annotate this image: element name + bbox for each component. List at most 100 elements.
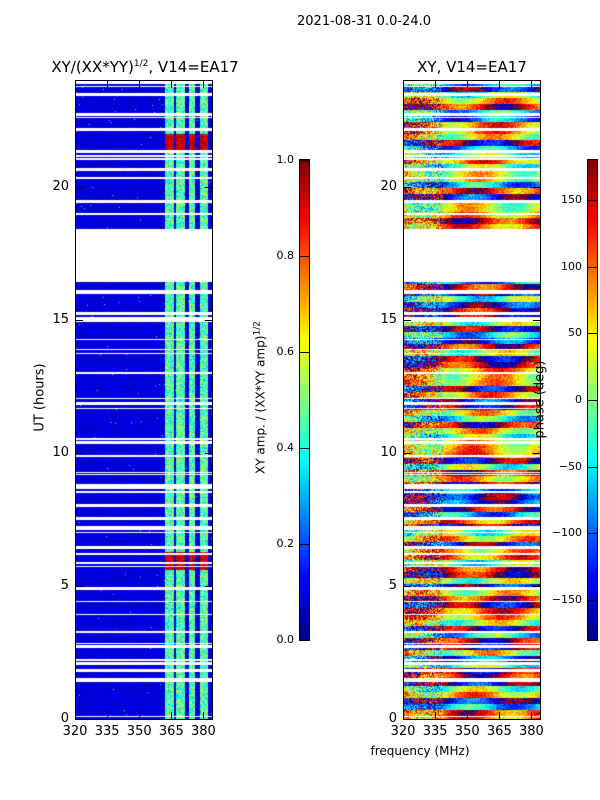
x-tick-label: 320 [390, 724, 416, 739]
y-tick-mark [205, 186, 213, 188]
colorbar-tick-mark [588, 533, 597, 535]
x-tick-mark [499, 80, 501, 88]
amplitude-heatmap [75, 80, 212, 719]
phase-heatmap [403, 80, 540, 719]
colorbar-tick-label: 0.0 [276, 633, 295, 646]
colorbar-tick-label: −100 [551, 526, 582, 540]
x-tick-mark [203, 80, 205, 88]
y-tick-mark [533, 319, 541, 321]
colorbar-tick-mark [588, 400, 597, 401]
colorbar-tick-label: 1.0 [276, 153, 295, 166]
colorbar-tick-label: 0.2 [276, 537, 295, 550]
y-tick-mark [205, 452, 213, 454]
x-tick-mark [435, 712, 437, 720]
y-tick-mark [533, 186, 541, 188]
x-tick-mark [171, 80, 173, 88]
x-tick-mark [499, 712, 501, 720]
amplitude-colorbar [300, 160, 309, 640]
title-main: XY/(XX*YY) [51, 58, 134, 76]
colorbar-label-exp: 1/2 [252, 321, 263, 336]
suptitle: 2021-08-31 0.0-24.0 [297, 14, 431, 29]
colorbar-tick-mark [588, 200, 597, 201]
colorbar-tick-mark [300, 352, 309, 353]
colorbar-tick-mark [300, 256, 309, 257]
colorbar-tick-mark [588, 333, 597, 335]
x-tick-mark [171, 712, 173, 720]
colorbar-label-text: XY amp. / (XX*YY amp) [253, 335, 268, 474]
left-panel-title: XY/(XX*YY)1/2, V14=EA17 [30, 58, 260, 76]
x-tick-label: 380 [519, 724, 544, 739]
y-tick-mark [403, 319, 411, 321]
x-tick-mark [107, 80, 109, 88]
y-tick-label: 0 [60, 711, 69, 726]
y-tick-mark [403, 719, 411, 720]
x-tick-mark [467, 80, 469, 88]
title-suffix: , V14=EA17 [148, 58, 239, 76]
x-tick-label: 335 [422, 724, 448, 739]
colorbar-tick-mark [588, 600, 597, 601]
x-tick-mark [403, 80, 404, 88]
y-tick-mark [533, 719, 541, 720]
colorbar-tick-label: 100 [561, 259, 582, 273]
x-tick-mark [203, 712, 205, 720]
y-tick-label: 20 [380, 178, 397, 194]
y-tick-mark [533, 585, 541, 587]
y-tick-mark [403, 452, 411, 454]
y-tick-mark [75, 719, 83, 720]
colorbar-tick-label: −50 [558, 459, 582, 473]
title-exp: 1/2 [133, 59, 149, 69]
colorbar-tick-label: 0 [575, 393, 582, 406]
x-tick-mark [531, 712, 533, 720]
colorbar-tick-label: 50 [568, 326, 582, 340]
y-tick-label: 10 [380, 444, 397, 460]
y-tick-mark [75, 452, 83, 454]
colorbar-tick-mark [300, 160, 309, 161]
y-tick-label: 20 [52, 178, 69, 194]
colorbar-tick-mark [300, 448, 309, 449]
x-tick-mark [435, 80, 437, 88]
y-tick-label: 15 [380, 311, 397, 327]
colorbar-tick-label: 0.4 [276, 441, 295, 454]
colorbar-tick-mark [300, 544, 309, 545]
x-tick-mark [139, 80, 141, 88]
y-tick-mark [403, 585, 411, 587]
y-tick-mark [205, 319, 213, 321]
x-tick-label: 320 [62, 724, 88, 739]
x-tick-mark [75, 712, 76, 720]
y-tick-mark [533, 452, 541, 454]
y-tick-mark [75, 319, 83, 321]
colorbar-tick-mark [588, 266, 597, 268]
y-axis-label: UT (hours) [32, 363, 48, 432]
x-tick-label: 350 [454, 724, 480, 739]
x-tick-mark [107, 712, 109, 720]
y-tick-label: 5 [388, 577, 397, 593]
colorbar-tick-mark [588, 466, 597, 468]
x-tick-mark [75, 80, 76, 88]
right-panel-title: XY, V14=EA17 [417, 58, 527, 76]
x-tick-mark [403, 712, 404, 720]
x-tick-mark [467, 712, 469, 720]
x-tick-label: 365 [158, 724, 184, 739]
phase-colorbar-label: phase (deg) [532, 360, 548, 439]
y-tick-label: 15 [52, 311, 69, 327]
y-tick-label: 5 [60, 577, 69, 593]
x-tick-mark [531, 80, 533, 88]
x-tick-label: 380 [191, 724, 216, 739]
x-tick-mark [139, 712, 141, 720]
x-tick-label: 335 [94, 724, 120, 739]
colorbar-label: XY amp. / (XX*YY amp)1/2 [253, 298, 268, 498]
colorbar-tick-label: 0.6 [276, 345, 295, 358]
colorbar-tick-label: 0.8 [276, 249, 295, 262]
x-tick-label: 365 [486, 724, 512, 739]
y-tick-mark [403, 186, 411, 188]
x-axis-label: frequency (MHz) [370, 744, 470, 758]
y-tick-mark [75, 585, 83, 587]
x-tick-label: 350 [126, 724, 152, 739]
y-tick-mark [205, 719, 213, 720]
y-tick-label: 10 [52, 444, 69, 460]
colorbar-tick-label: −150 [551, 593, 582, 606]
y-tick-label: 0 [388, 711, 397, 726]
y-tick-mark [75, 186, 83, 188]
y-tick-mark [205, 585, 213, 587]
colorbar-tick-mark [300, 640, 309, 641]
